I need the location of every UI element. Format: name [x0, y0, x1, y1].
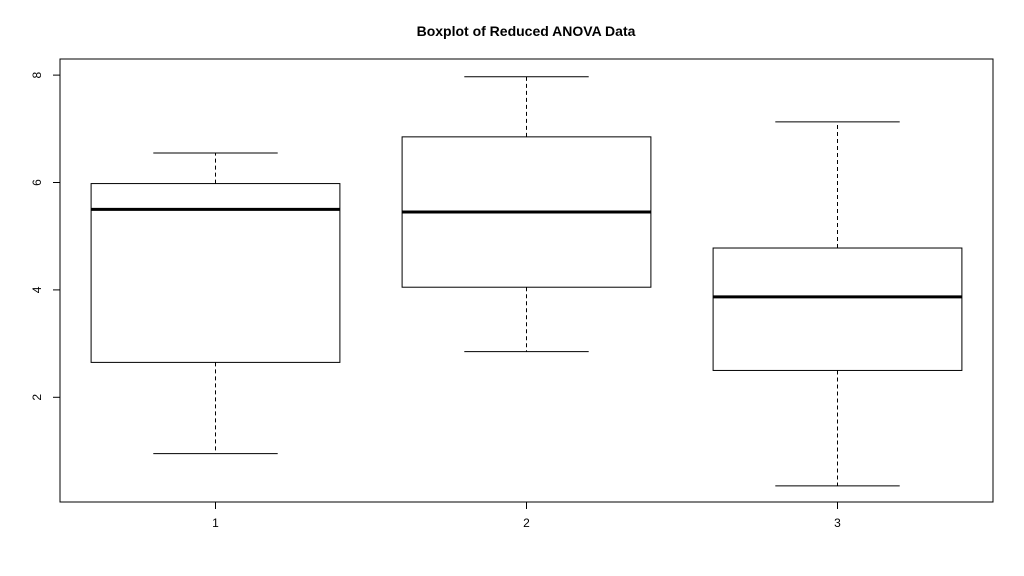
- chart-title: Boxplot of Reduced ANOVA Data: [417, 23, 636, 39]
- iqr-box: [712, 247, 963, 371]
- y-tick-label: 4: [30, 286, 44, 293]
- x-axis: 1 2 3: [212, 502, 841, 530]
- x-tick-label: 1: [212, 516, 219, 530]
- box-group-2: [401, 76, 652, 353]
- y-tick-label: 2: [30, 394, 44, 401]
- y-axis: 2 4 6 8: [30, 71, 60, 401]
- boxes-group: [90, 76, 963, 487]
- box-group-1: [90, 152, 341, 455]
- x-tick-label: 3: [834, 516, 841, 530]
- y-tick-label: 6: [30, 179, 44, 186]
- x-tick-label: 2: [523, 516, 530, 530]
- box-group-3: [712, 121, 963, 487]
- y-tick-label: 8: [30, 71, 44, 78]
- iqr-box: [90, 183, 341, 363]
